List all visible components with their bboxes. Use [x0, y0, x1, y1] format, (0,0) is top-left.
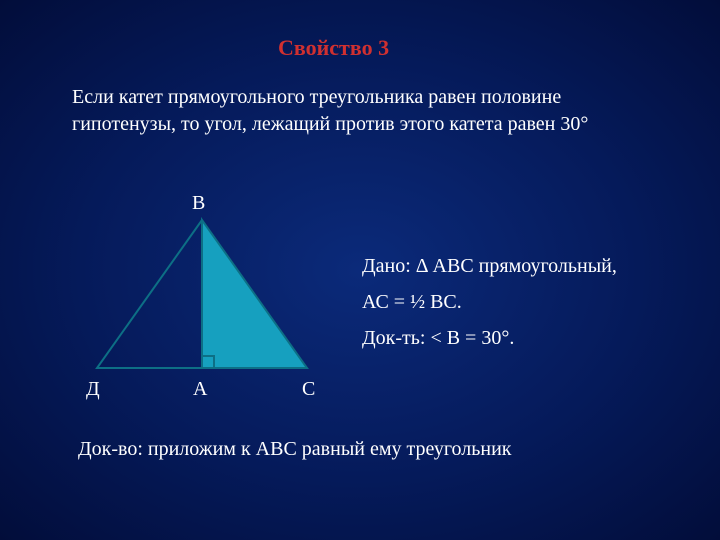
slide-title: Свойство 3 — [278, 35, 389, 61]
label-c: С — [302, 378, 315, 401]
label-a: А — [193, 378, 207, 401]
triangle-abd-outline — [97, 220, 202, 368]
label-b: В — [192, 192, 205, 215]
proof-text: Док-во: приложим к АВС равный ему треуго… — [78, 438, 512, 461]
given-line-3: Док-ть: < В = 30°. — [362, 320, 617, 356]
triangle-abc — [202, 220, 307, 368]
theorem-text: Если катет прямоугольного треугольника р… — [72, 84, 632, 138]
given-line-2: АС = ½ ВС. — [362, 284, 617, 320]
label-d: Д — [86, 378, 100, 401]
given-block: Дано: Δ АВС прямоугольный, АС = ½ ВС. До… — [362, 248, 617, 356]
given-line-1: Дано: Δ АВС прямоугольный, — [362, 248, 617, 284]
